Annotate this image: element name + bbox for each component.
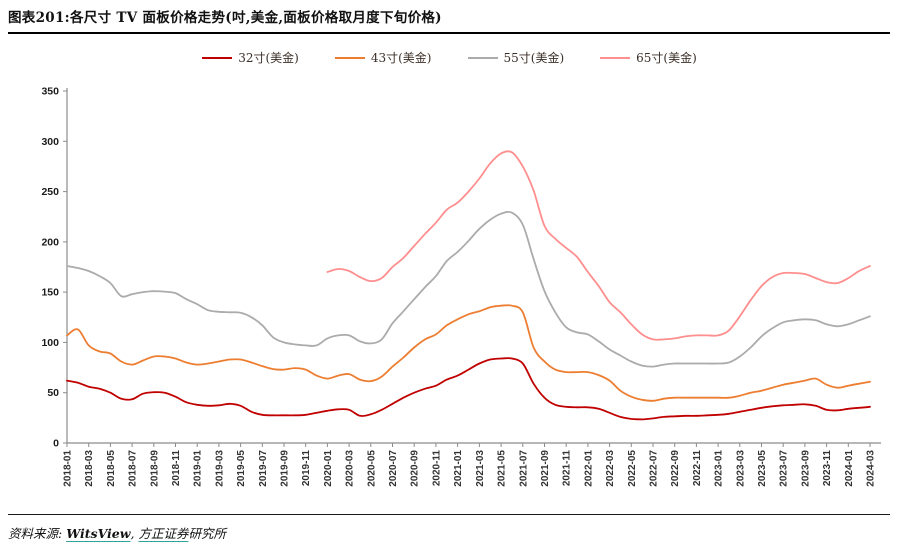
svg-text:350: 350 <box>41 86 59 98</box>
legend-line-swatch <box>467 56 498 59</box>
legend-item: 32寸(美金) <box>202 49 299 66</box>
svg-text:2019-11: 2019-11 <box>301 450 312 487</box>
svg-text:2018-11: 2018-11 <box>171 450 182 487</box>
svg-text:2023-05: 2023-05 <box>757 450 768 487</box>
svg-text:100: 100 <box>41 337 59 349</box>
svg-text:2019-01: 2019-01 <box>193 450 204 487</box>
svg-text:2018-01: 2018-01 <box>63 450 74 487</box>
svg-text:2020-11: 2020-11 <box>431 450 442 487</box>
svg-text:2018-05: 2018-05 <box>106 450 117 487</box>
svg-text:2022-01: 2022-01 <box>583 450 594 487</box>
svg-text:2018-07: 2018-07 <box>128 450 139 487</box>
source-link-witsview[interactable]: WitsView <box>66 526 131 541</box>
svg-text:2022-07: 2022-07 <box>649 450 660 487</box>
svg-text:50: 50 <box>47 387 59 399</box>
svg-text:2021-03: 2021-03 <box>475 450 486 487</box>
svg-text:2021-07: 2021-07 <box>518 450 529 487</box>
source-suffix: 研究所 <box>188 526 226 541</box>
svg-text:2022-03: 2022-03 <box>605 450 616 487</box>
svg-text:2019-03: 2019-03 <box>214 450 225 487</box>
source-prefix: 资料来源: <box>8 526 67 541</box>
legend-label: 32寸(美金) <box>238 51 299 65</box>
chart-title: 图表201:各尺寸 TV 面板价格走势(吋,美金,面板价格取月度下旬价格) <box>8 6 890 34</box>
svg-text:150: 150 <box>41 287 59 299</box>
series-line <box>66 210 871 368</box>
svg-text:2019-05: 2019-05 <box>236 450 247 487</box>
svg-text:2024-01: 2024-01 <box>844 450 855 487</box>
svg-text:200: 200 <box>41 236 59 248</box>
svg-text:2019-09: 2019-09 <box>280 450 291 487</box>
svg-text:2018-09: 2018-09 <box>149 450 160 487</box>
legend-label: 43寸(美金) <box>370 51 432 65</box>
chart-legend: 32寸(美金) 43寸(美金) 55寸(美金) 65寸(美金) <box>0 49 899 66</box>
svg-text:2022-09: 2022-09 <box>670 450 681 487</box>
svg-text:2020-05: 2020-05 <box>366 450 377 487</box>
svg-text:2020-01: 2020-01 <box>323 450 334 487</box>
series-line <box>326 150 871 341</box>
svg-text:2022-05: 2022-05 <box>627 450 638 487</box>
svg-text:2019-07: 2019-07 <box>258 450 269 487</box>
svg-text:2023-09: 2023-09 <box>800 450 811 487</box>
svg-text:2021-05: 2021-05 <box>497 450 508 487</box>
legend-item: 55寸(美金) <box>467 49 565 66</box>
legend-item: 65寸(美金) <box>600 49 697 66</box>
svg-text:0: 0 <box>53 438 59 450</box>
legend-item: 43寸(美金) <box>334 49 432 66</box>
source-separator: , <box>130 526 139 541</box>
svg-text:2024-03: 2024-03 <box>866 450 877 487</box>
svg-text:250: 250 <box>41 186 59 198</box>
svg-text:2018-03: 2018-03 <box>84 450 95 487</box>
series-line <box>66 304 871 402</box>
legend-line-swatch <box>600 56 631 59</box>
legend-label: 55寸(美金) <box>503 51 565 65</box>
svg-text:2021-11: 2021-11 <box>562 450 573 487</box>
svg-text:2021-09: 2021-09 <box>540 450 551 487</box>
source-note: 资料来源: WitsView, 方正证券研究所 <box>8 514 890 542</box>
svg-text:2023-11: 2023-11 <box>822 450 833 487</box>
svg-text:2021-01: 2021-01 <box>453 450 464 487</box>
svg-text:2020-09: 2020-09 <box>410 450 421 487</box>
legend-line-swatch <box>202 56 233 59</box>
source-link-fangzheng[interactable]: 方正证券 <box>138 526 189 541</box>
svg-text:2023-03: 2023-03 <box>735 450 746 487</box>
legend-line-swatch <box>334 56 365 59</box>
svg-text:300: 300 <box>41 136 59 148</box>
svg-text:2022-11: 2022-11 <box>692 450 703 487</box>
svg-text:2023-01: 2023-01 <box>714 450 725 487</box>
svg-text:2020-07: 2020-07 <box>388 450 399 487</box>
svg-text:2020-03: 2020-03 <box>345 450 356 487</box>
svg-text:2023-07: 2023-07 <box>779 450 790 487</box>
series-line <box>66 357 871 421</box>
legend-label: 65寸(美金) <box>636 51 697 65</box>
